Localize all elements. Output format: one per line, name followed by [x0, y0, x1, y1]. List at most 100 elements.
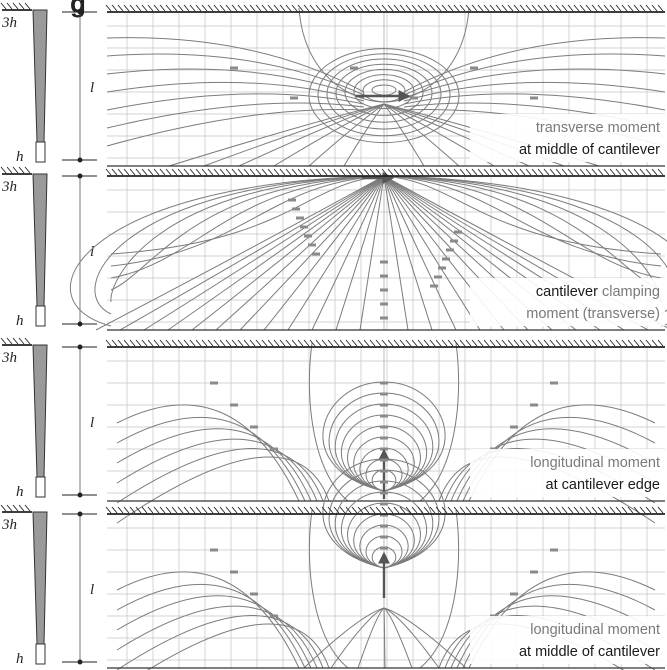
plate-support-edge-tick	[129, 339, 136, 347]
plate-support-edge-tick	[399, 506, 406, 514]
plate-support-edge-tick	[633, 4, 640, 12]
plate-support-edge-tick	[429, 339, 436, 347]
plate-support-edge-tick	[603, 506, 610, 514]
contour-line	[191, 175, 385, 331]
contour-line	[95, 175, 385, 331]
plate-support-edge-tick	[171, 4, 178, 12]
contour-line	[110, 175, 385, 303]
plate-support-edge-tick	[363, 339, 370, 347]
plate-support-edge-tick	[393, 4, 400, 12]
caption-box	[470, 114, 665, 162]
caption-segment: clamping	[602, 284, 660, 300]
clamped-support-tick	[6, 337, 13, 345]
plate-support-edge-tick	[243, 506, 250, 514]
plate-support-edge-tick	[135, 339, 142, 347]
contour-value-label	[250, 592, 258, 596]
dimension-dot	[77, 9, 83, 15]
plate-support-edge-tick	[471, 4, 478, 12]
plate-support-edge-tick	[153, 506, 160, 514]
plate-support-edge-tick	[423, 506, 430, 514]
span-label: l	[90, 244, 94, 260]
contour-loop	[353, 74, 415, 110]
contour-loop	[326, 58, 442, 130]
contour-line	[106, 108, 365, 147]
contour-line	[403, 68, 666, 99]
plate-support-edge-tick	[621, 168, 628, 176]
plate-support-edge-tick	[315, 168, 322, 176]
plate-support-edge-tick	[153, 168, 160, 176]
plate-support-edge-tick	[279, 168, 286, 176]
contour-value-label	[380, 535, 388, 539]
plate-support-edge-tick	[417, 339, 424, 347]
plate-support-edge-tick	[423, 168, 430, 176]
plate-support-edge-tick	[507, 4, 514, 12]
plate-support-edge-tick	[615, 4, 622, 12]
plate-support-edge-tick	[459, 168, 466, 176]
plate-support-edge-tick	[249, 506, 256, 514]
span-label: l	[90, 582, 94, 598]
plate-support-edge-tick	[381, 168, 388, 176]
plate-support-edge-tick	[225, 506, 232, 514]
plate-support-edge-tick	[135, 4, 142, 12]
plate-support-edge-tick	[231, 339, 238, 347]
plate-support-edge-tick	[255, 339, 262, 347]
plate-support-edge-tick	[261, 168, 268, 176]
contour-line	[239, 175, 385, 331]
plate-support-edge-tick	[213, 506, 220, 514]
contour-value-label	[290, 96, 298, 100]
span-label: l	[90, 80, 94, 96]
plate-support-edge-tick	[303, 506, 310, 514]
contour-line	[110, 175, 385, 291]
clamped-support	[0, 337, 32, 346]
contour-line	[308, 509, 349, 669]
plate-support-edge-tick	[495, 4, 502, 12]
plate-support-edge-tick	[309, 506, 316, 514]
contour-value-label	[380, 458, 388, 462]
plate-support-edge-tick	[453, 4, 460, 12]
plate-support-edge-tick	[249, 168, 256, 176]
contour-value-label	[270, 614, 278, 618]
plate-support-edge-tick	[501, 339, 508, 347]
plate-support-edge-tick	[267, 506, 274, 514]
contour-line	[116, 416, 306, 502]
plate-support-edge-tick	[339, 339, 346, 347]
cantilever-tip	[35, 141, 46, 163]
plate-support-edge-tick	[435, 506, 442, 514]
plate-support-edge-tick	[267, 168, 274, 176]
plate-support-edge-tick	[273, 4, 280, 12]
contour-line	[116, 605, 318, 669]
plate-support-edge-tick	[279, 506, 286, 514]
plate-support-edge-tick	[369, 339, 376, 347]
clamped-support-tick	[6, 2, 13, 10]
contour-value-label	[430, 284, 438, 288]
plate-support-edge-tick	[441, 506, 448, 514]
plate-support-edge	[105, 506, 665, 515]
plate-support-edge-tick	[639, 168, 646, 176]
plate-support-edge-tick	[549, 4, 556, 12]
plate-support-edge-tick	[651, 4, 658, 12]
plate-support-edge-tick	[483, 4, 490, 12]
contour-value-label	[312, 252, 320, 256]
plate-support-edge-tick	[537, 168, 544, 176]
plate-support-edge	[105, 4, 665, 13]
contour-line	[403, 93, 666, 111]
plate-support-edge-tick	[357, 4, 364, 12]
plate-support-edge-tick	[123, 4, 130, 12]
contour-value-label	[410, 96, 418, 100]
contour-value-label	[296, 216, 304, 220]
plate-support-edge-tick	[261, 506, 268, 514]
plate-support-edge-tick	[285, 168, 292, 176]
plate-support-edge-tick	[351, 4, 358, 12]
plate-support-edge-tick	[201, 339, 208, 347]
plate-support-edge-tick	[189, 506, 196, 514]
contour-value-label	[380, 469, 388, 473]
plate-support-edge-tick	[207, 339, 214, 347]
plate-support-edge-tick	[423, 339, 430, 347]
plate-support-edge-tick	[399, 168, 406, 176]
plate-support-edge-tick	[159, 339, 166, 347]
panel-longitudinal-edge: 3h h l longitudinal moment at cantilever edg…	[0, 337, 665, 524]
plate-support-edge-tick	[201, 168, 208, 176]
plate-support-edge-tick	[375, 506, 382, 514]
plate-support-edge-tick	[315, 339, 322, 347]
plate-support-edge-tick	[375, 4, 382, 12]
